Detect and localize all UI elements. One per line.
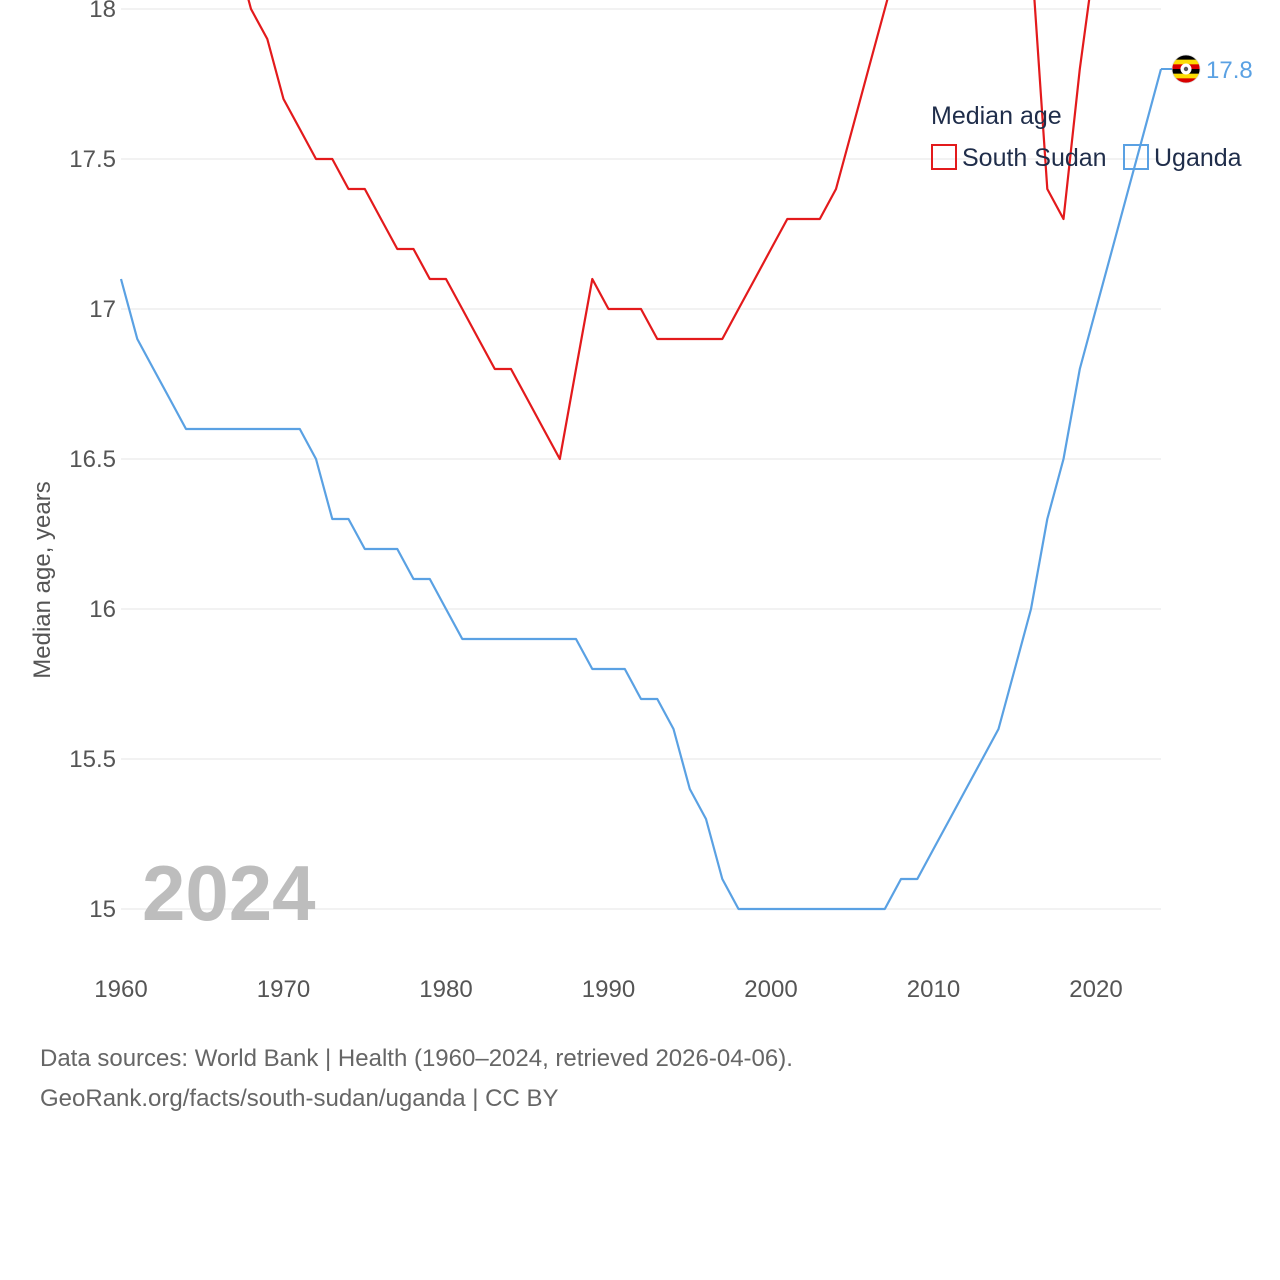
y-tick-label: 15: [89, 896, 116, 923]
grid-lines: [121, 0, 1161, 909]
x-tick-label: 1960: [94, 976, 147, 1003]
x-tick-label: 2010: [907, 976, 960, 1003]
y-tick-label: 16: [89, 596, 116, 623]
series-line-south-sudan[interactable]: [121, 0, 1161, 459]
legend-label-south-sudan: South Sudan: [962, 144, 1107, 172]
x-tick-label: 2000: [744, 976, 797, 1003]
x-tick-label: 1990: [582, 976, 635, 1003]
legend: Median age South Sudan Uganda: [931, 102, 1242, 172]
series-end-markers: 19.417.8: [1161, 0, 1253, 84]
y-tick-label: 16.5: [69, 446, 116, 473]
series-lines: [121, 0, 1161, 909]
legend-item-uganda[interactable]: Uganda: [1124, 144, 1242, 172]
x-axis-ticks: 1960 1970 1980 1990 2000 2010 2020: [94, 976, 1122, 1003]
y-tick-label: 18: [89, 0, 116, 23]
legend-item-south-sudan[interactable]: South Sudan: [932, 144, 1107, 172]
x-tick-label: 1980: [419, 976, 472, 1003]
x-tick-label: 2020: [1069, 976, 1122, 1003]
data-sources-note: Data sources: World Bank | Health (1960–…: [40, 1045, 793, 1073]
y-tick-label: 17: [89, 296, 116, 323]
series-line-uganda[interactable]: [121, 69, 1161, 909]
end-value-label: 17.8: [1206, 57, 1253, 84]
uganda-flag-icon: [1172, 55, 1200, 83]
legend-label-uganda: Uganda: [1154, 144, 1242, 172]
attribution-link[interactable]: GeoRank.org/facts/south-sudan/uganda | C…: [40, 1085, 559, 1113]
legend-swatch-south-sudan: [932, 145, 956, 169]
legend-title: Median age: [931, 102, 1062, 130]
current-year-label: 2024: [142, 849, 316, 937]
y-tick-label: 17.5: [69, 146, 116, 173]
y-tick-label: 15.5: [69, 746, 116, 773]
x-tick-label: 1970: [257, 976, 310, 1003]
y-axis-label: Median age, years: [29, 481, 56, 678]
